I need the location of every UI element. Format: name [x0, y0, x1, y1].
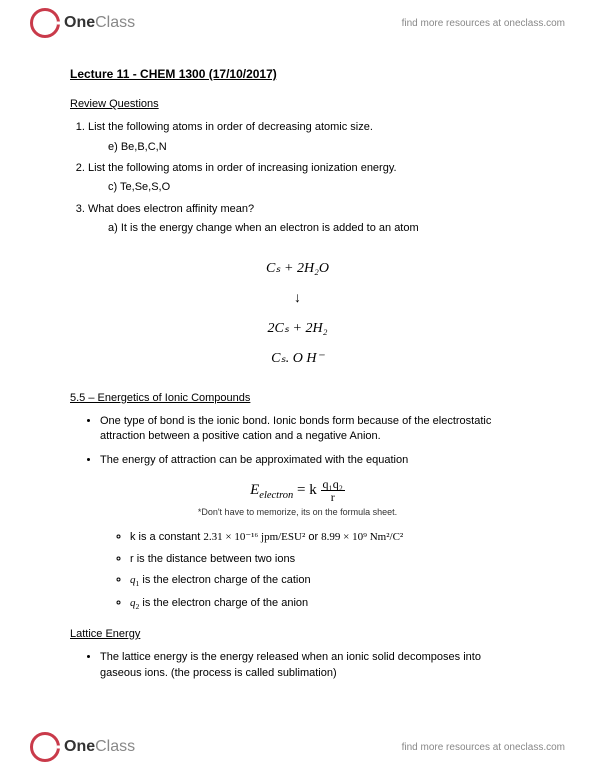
bullet-energy-attraction: The energy of attraction can be approxim…	[100, 453, 525, 468]
footer-logo-text-one: One	[64, 738, 95, 756]
def-q2: q2 is the electron charge of the anion	[130, 596, 525, 613]
question-2: List the following atoms in order of inc…	[88, 161, 525, 196]
formula-lhs: E	[250, 482, 259, 498]
footer-logo-text-class: Class	[95, 738, 135, 756]
q2-answer: c) Te,Se,S,O	[108, 180, 525, 195]
def-q1: q1 is the electron charge of the cation	[130, 573, 525, 590]
q3-answer: a) It is the energy change when an elect…	[108, 221, 525, 236]
q2-text: List the following atoms in order of inc…	[88, 162, 397, 174]
def-q2-text: is the electron charge of the anion	[139, 597, 308, 609]
lattice-bullet: The lattice energy is the energy release…	[100, 650, 525, 681]
formula-lhs-sub: electron	[259, 490, 293, 501]
electron-energy-formula: Eelectron = k q₁q₂ r	[70, 478, 525, 504]
brand-logo: OneClass	[30, 8, 135, 38]
definitions-list: k is a constant 2.31 × 10⁻¹⁶ jpm/ESU² or…	[70, 530, 525, 613]
page-footer: OneClass find more resources at oneclass…	[0, 724, 595, 770]
footer-resources-link[interactable]: find more resources at oneclass.com	[402, 742, 565, 753]
bullet-ionic-bond: One type of bond is the ionic bond. Ioni…	[100, 414, 525, 445]
eq-line-3: 2Cₛ + 2H₂	[70, 315, 525, 343]
lattice-heading: Lattice Energy	[70, 627, 525, 642]
section-5-5-bullets: One type of bond is the ionic bond. Ioni…	[70, 414, 525, 468]
logo-text-class: Class	[95, 14, 135, 32]
def-r: r is the distance between two ions	[130, 552, 525, 567]
def-q1-text: is the electron charge of the cation	[139, 574, 310, 586]
q1-answer: e) Be,B,C,N	[108, 140, 525, 155]
def-k-pre: k is a constant	[130, 531, 203, 543]
formula-denominator: r	[321, 491, 345, 503]
logo-ring-icon	[30, 8, 60, 38]
lattice-bullets: The lattice energy is the energy release…	[70, 650, 525, 681]
review-heading: Review Questions	[70, 97, 525, 112]
lecture-title: Lecture 11 - CHEM 1300 (17/10/2017)	[70, 66, 525, 83]
eq-arrow: ↓	[70, 285, 525, 313]
formula-fraction: q₁q₂ r	[321, 478, 345, 503]
footer-logo: OneClass	[30, 732, 135, 762]
document-body: Lecture 11 - CHEM 1300 (17/10/2017) Revi…	[0, 46, 595, 729]
def-k-or: or	[305, 531, 321, 543]
eq-line-1: Cₛ + 2H₂O	[70, 255, 525, 283]
q3-text: What does electron affinity mean?	[88, 203, 254, 215]
header-resources-link[interactable]: find more resources at oneclass.com	[402, 18, 565, 29]
logo-text-one: One	[64, 14, 95, 32]
q1-text: List the following atoms in order of dec…	[88, 121, 373, 133]
section-5-5-heading: 5.5 – Energetics of Ionic Compounds	[70, 391, 525, 406]
formula-note: *Don't have to memorize, its on the form…	[70, 506, 525, 519]
page-header: OneClass find more resources at oneclass…	[0, 0, 595, 46]
def-k-val1: 2.31 × 10⁻¹⁶ jpm/ESU²	[203, 531, 305, 543]
question-1: List the following atoms in order of dec…	[88, 120, 525, 155]
question-list: List the following atoms in order of dec…	[70, 120, 525, 236]
question-3: What does electron affinity mean? a) It …	[88, 202, 525, 237]
eq-line-4: Cₛ. O H⁻	[70, 345, 525, 373]
footer-logo-ring-icon	[30, 732, 60, 762]
definitions-sublist: k is a constant 2.31 × 10⁻¹⁶ jpm/ESU² or…	[100, 530, 525, 613]
def-k: k is a constant 2.31 × 10⁻¹⁶ jpm/ESU² or…	[130, 530, 525, 545]
formula-eq: = k	[293, 482, 316, 498]
def-k-val2: 8.99 × 10⁹ Nm²/C²	[321, 531, 403, 543]
equation-block: Cₛ + 2H₂O ↓ 2Cₛ + 2H₂ Cₛ. O H⁻	[70, 255, 525, 373]
